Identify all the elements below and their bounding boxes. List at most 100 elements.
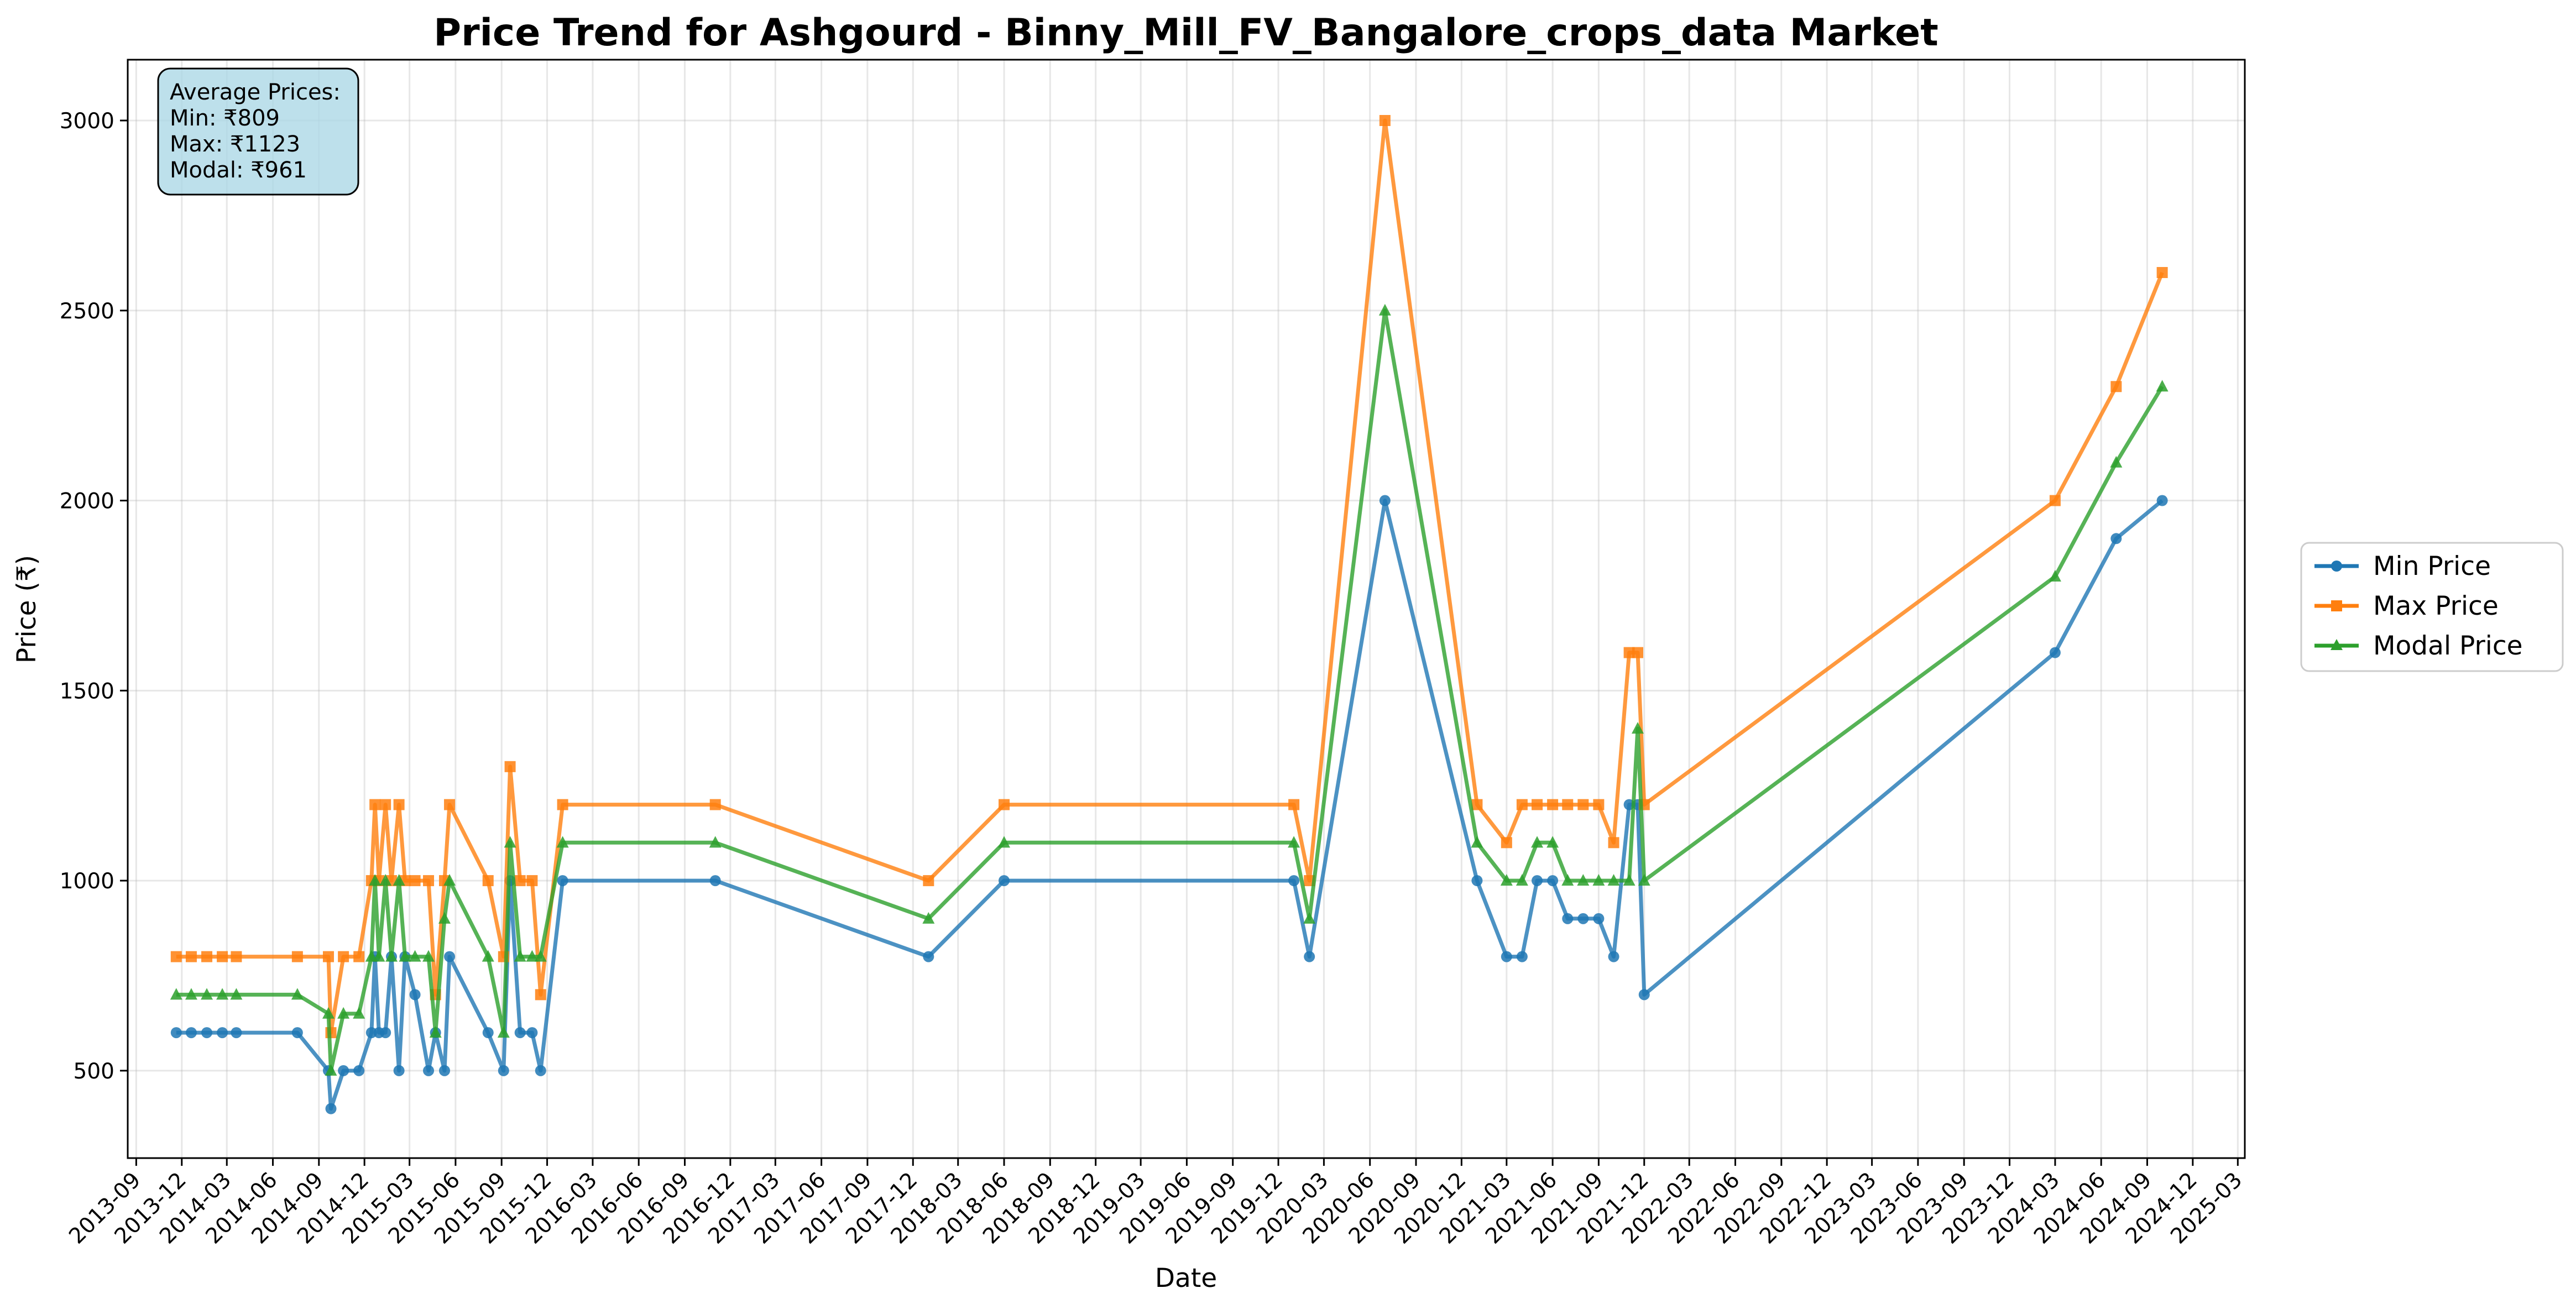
stats-line-max: Max: ₹1123: [170, 132, 300, 157]
data-point-max: [291, 951, 303, 962]
data-point-max: [526, 875, 538, 887]
data-point-modal: [201, 988, 213, 1000]
data-point-max: [1562, 799, 1574, 810]
data-point-min: [1638, 989, 1650, 1001]
data-point-modal: [1623, 874, 1636, 886]
data-point-modal: [709, 836, 722, 848]
y-tick-label: 1500: [60, 679, 114, 704]
data-point-max: [2156, 267, 2168, 279]
data-point-modal: [1561, 874, 1574, 886]
data-point-min: [482, 1027, 494, 1039]
data-point-max: [231, 951, 242, 962]
data-point-modal: [526, 950, 539, 962]
legend-entry-max: Max Price: [2314, 591, 2499, 621]
data-point-max: [923, 875, 934, 887]
data-point-max: [1516, 799, 1528, 810]
y-tick-label: 1000: [60, 869, 114, 894]
x-axis-label: Date: [1155, 1263, 1217, 1294]
data-point-min: [2049, 647, 2061, 658]
data-point-max: [999, 799, 1010, 810]
data-point-max: [709, 799, 721, 810]
data-point-min: [325, 1103, 337, 1114]
data-point-max: [409, 875, 421, 887]
data-point-max: [2110, 381, 2122, 392]
data-point-min: [1501, 951, 1512, 962]
data-point-modal: [379, 874, 392, 886]
data-point-max: [423, 875, 435, 887]
data-point-min: [1471, 875, 1483, 887]
data-point-modal: [422, 950, 435, 962]
data-point-modal: [1531, 836, 1544, 848]
data-point-min: [1532, 875, 1543, 887]
series-lines: [170, 115, 2169, 1114]
data-point-modal: [185, 988, 197, 1000]
data-point-min: [353, 1065, 365, 1076]
data-point-max: [170, 951, 182, 962]
data-point-max: [535, 989, 546, 1001]
data-point-min: [393, 1065, 405, 1076]
legend-marker-max: [2331, 600, 2342, 611]
chart-title: Price Trend for Ashgourd - Binny_Mill_FV…: [433, 11, 1938, 55]
data-point-min: [438, 1065, 450, 1076]
data-point-modal: [385, 950, 398, 962]
data-point-modal: [504, 836, 516, 848]
data-point-min: [291, 1027, 303, 1039]
data-point-modal: [514, 950, 526, 962]
data-point-max: [217, 951, 228, 962]
data-point-max: [1577, 799, 1589, 810]
series-min: [170, 495, 2168, 1114]
data-point-modal: [482, 950, 494, 962]
stats-box-background: [157, 67, 359, 196]
y-axis-label: Price (₹): [12, 555, 42, 663]
data-point-modal: [353, 1007, 365, 1019]
stats-line-modal: Modal: ₹961: [170, 158, 307, 183]
y-tick-label: 3000: [60, 109, 114, 134]
data-point-max: [1623, 647, 1635, 658]
data-point-min: [535, 1065, 546, 1076]
data-point-max: [1532, 799, 1543, 810]
data-point-min: [1288, 875, 1300, 887]
data-point-modal: [998, 836, 1011, 848]
legend-entry-modal: Modal Price: [2314, 631, 2523, 661]
data-point-min: [409, 989, 421, 1001]
data-point-max: [482, 875, 494, 887]
y-tick-label: 2000: [60, 489, 114, 514]
data-point-max: [185, 951, 197, 962]
data-point-modal: [1546, 836, 1559, 848]
data-point-max: [201, 951, 213, 962]
data-point-modal: [1592, 874, 1605, 886]
legend: Min Price Max Price Modal Price: [2300, 542, 2564, 672]
data-point-modal: [325, 1064, 337, 1076]
data-point-max: [1501, 837, 1512, 849]
data-point-modal: [1638, 874, 1650, 886]
data-point-modal: [369, 874, 382, 886]
data-point-min: [170, 1027, 182, 1039]
data-point-modal: [556, 836, 569, 848]
data-point-max: [369, 799, 381, 810]
data-point-modal: [291, 988, 304, 1000]
data-point-modal: [922, 912, 935, 924]
data-point-modal: [438, 912, 451, 924]
data-point-min: [201, 1027, 213, 1039]
legend-marker-modal: [2331, 639, 2343, 650]
data-point-max: [1379, 115, 1391, 127]
data-point-modal: [1577, 874, 1590, 886]
data-point-min: [217, 1027, 228, 1039]
data-point-min: [1304, 951, 1315, 962]
data-point-min: [444, 951, 456, 962]
y-tick-label: 500: [74, 1059, 114, 1084]
data-point-min: [1547, 875, 1559, 887]
data-point-min: [526, 1027, 538, 1039]
data-point-min: [1562, 913, 1574, 924]
data-point-modal: [1288, 836, 1300, 848]
grid: [128, 60, 2245, 1158]
data-point-modal: [2110, 455, 2123, 468]
data-point-modal: [497, 1026, 510, 1038]
data-point-min: [2156, 495, 2168, 506]
data-point-min: [1516, 951, 1528, 962]
data-point-modal: [1500, 874, 1513, 886]
legend-label-modal: Modal Price: [2373, 631, 2523, 661]
data-point-min: [498, 1065, 509, 1076]
